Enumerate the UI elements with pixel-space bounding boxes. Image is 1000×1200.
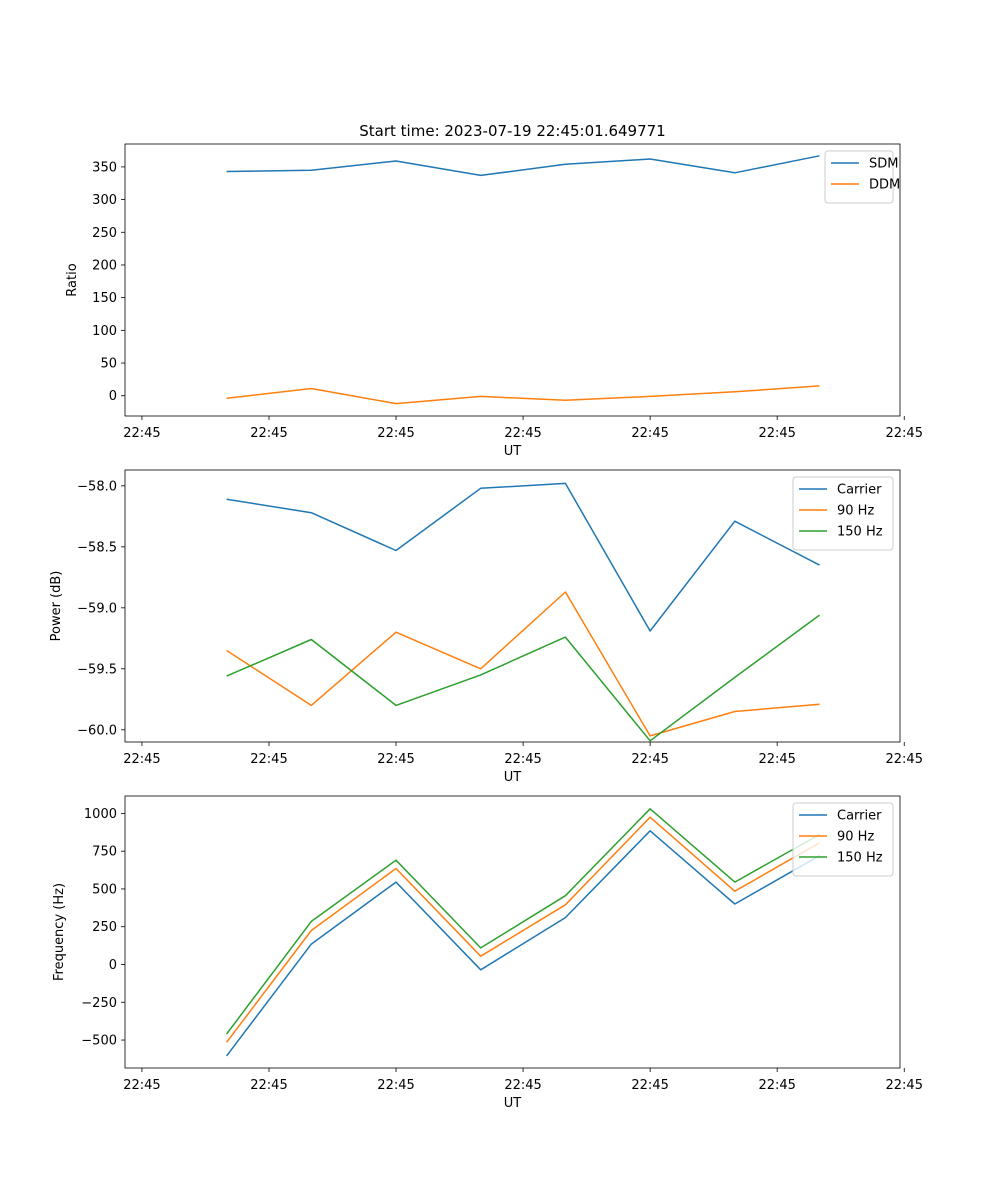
y-tick-label: −58.0 [77,479,117,494]
x-tick-label: 22:45 [631,1078,668,1093]
legend-entry: 150 Hz [837,525,883,540]
series-line-150-hz [226,808,820,1035]
series-line-carrier [226,830,820,1057]
x-tick-label: 22:45 [123,426,160,441]
x-tick-label: 22:45 [250,1078,287,1093]
y-tick-label: 500 [92,882,117,897]
subplot-1: 22:45 22:45 22:45 22:45 22:45 22:45 22:45 0 50 10… [65,122,923,459]
legend-entry: 150 Hz [837,851,883,866]
y-tick-label: 0 [109,389,117,404]
x-tick-label: 22:45 [250,752,287,767]
legend: SDM DDM [824,150,900,204]
y-tick-label: −60.0 [77,723,117,738]
x-tick-label: 22:45 [886,426,923,441]
legend-entry: 90 Hz [837,504,874,519]
subplot-3: 22:45 22:45 22:45 22:45 22:45 22:45 22:45 −500 −… [52,795,923,1111]
legend: Carrier 90 Hz 150 Hz [792,802,894,877]
x-tick-label: 22:45 [758,1078,795,1093]
axes-frame [124,469,901,743]
x-tick-label: 22:45 [377,1078,414,1093]
y-axis-label: Ratio [65,263,80,296]
x-tick-label: 22:45 [377,426,414,441]
series-line-sdm [226,155,820,177]
series-line-90-hz [226,591,820,737]
legend-entry: 90 Hz [837,830,874,845]
legend-entry: DDM [869,178,900,193]
series-line-ddm [226,385,820,405]
y-tick-label: 250 [92,920,117,935]
x-axis-label: UT [504,444,522,459]
y-axis-label: Frequency (Hz) [52,883,67,981]
y-tick-label: −59.5 [77,662,117,677]
y-tick-label: 1000 [84,807,117,822]
legend-box [824,150,894,204]
x-tick-label: 22:45 [631,426,668,441]
x-tick-label: 22:45 [504,752,541,767]
y-tick-label: 100 [92,324,117,339]
y-tick-label: 150 [92,291,117,306]
x-tick-label: 22:45 [631,752,668,767]
x-tick-label: 22:45 [504,426,541,441]
series-line-150-hz [226,614,820,742]
y-tick-label: 50 [100,357,117,372]
x-tick-label: 22:45 [886,1078,923,1093]
x-axis-label: UT [504,1096,522,1111]
y-tick-label: 0 [109,958,117,973]
legend: Carrier 90 Hz 150 Hz [792,476,894,551]
y-tick-label: 750 [92,845,117,860]
y-tick-label: 300 [92,193,117,208]
subplot-2: 22:45 22:45 22:45 22:45 22:45 22:45 22:45 −60.0… [49,469,923,785]
x-tick-label: 22:45 [886,752,923,767]
legend-entry: SDM [869,157,898,172]
series-line-carrier [226,482,820,632]
y-tick-label: 250 [92,226,117,241]
y-tick-label: 350 [92,160,117,175]
chart-title: Start time: 2023-07-19 22:45:01.649771 [359,122,665,140]
y-tick-label: 200 [92,258,117,273]
x-tick-label: 22:45 [377,752,414,767]
x-tick-label: 22:45 [123,752,160,767]
y-tick-label: −58.5 [77,540,117,555]
x-axis-label: UT [504,770,522,785]
series-line-90-hz [226,816,820,1043]
y-tick-label: −59.0 [77,601,117,616]
x-tick-label: 22:45 [123,1078,160,1093]
y-tick-label: −500 [81,1034,117,1049]
axes-frame [124,795,901,1069]
x-tick-label: 22:45 [758,426,795,441]
y-tick-label: −250 [81,996,117,1011]
legend-entry: Carrier [837,483,882,498]
x-tick-label: 22:45 [504,1078,541,1093]
x-tick-label: 22:45 [250,426,287,441]
legend-entry: Carrier [837,809,882,824]
axes-frame [124,143,901,417]
x-tick-label: 22:45 [758,752,795,767]
y-axis-label: Power (dB) [49,571,64,642]
